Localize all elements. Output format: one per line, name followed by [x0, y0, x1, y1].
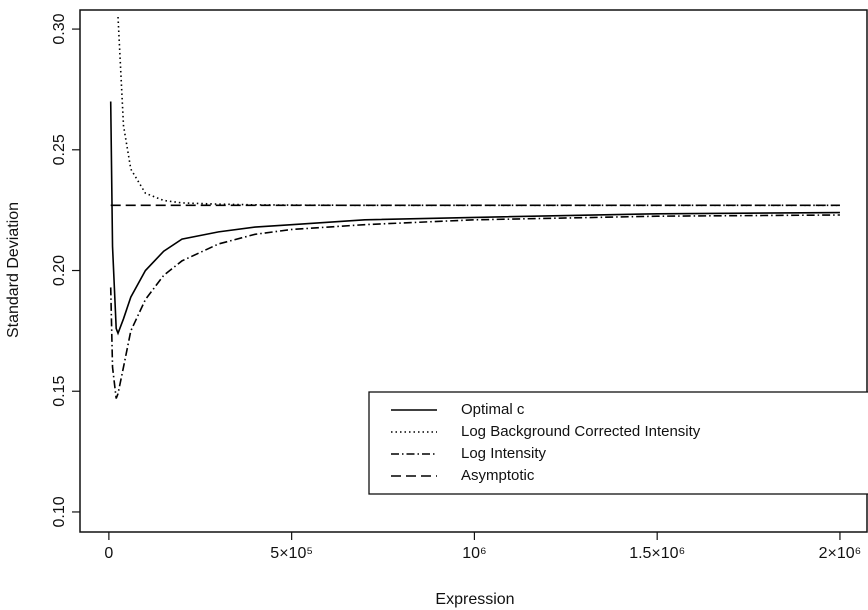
y-tick-label: 0.25 [51, 134, 68, 165]
legend-label: Log Background Corrected Intensity [461, 423, 701, 440]
y-tick-label: 0.10 [51, 496, 68, 527]
x-tick-label: 0 [104, 545, 113, 562]
y-tick-label: 0.15 [51, 376, 68, 407]
series-line [109, 101, 840, 336]
x-tick-label: 10⁶ [462, 545, 486, 562]
y-tick-label: 0.30 [51, 13, 68, 44]
x-tick-label: 2×10⁶ [819, 545, 862, 562]
legend-label: Log Intensity [461, 445, 547, 462]
series-line [109, 214, 840, 399]
legend-label: Asymptotic [461, 467, 535, 484]
series-line [117, 16, 840, 207]
x-tick-label: 1.5×10⁶ [629, 545, 685, 562]
y-axis-title: Standard Deviation [5, 202, 22, 338]
y-tick-label: 0.20 [51, 255, 68, 286]
legend-box [368, 391, 868, 495]
x-tick-label: 5×10⁵ [270, 545, 313, 562]
x-axis-title: Expression [435, 591, 514, 608]
legend-label: Optimal c [461, 401, 525, 418]
